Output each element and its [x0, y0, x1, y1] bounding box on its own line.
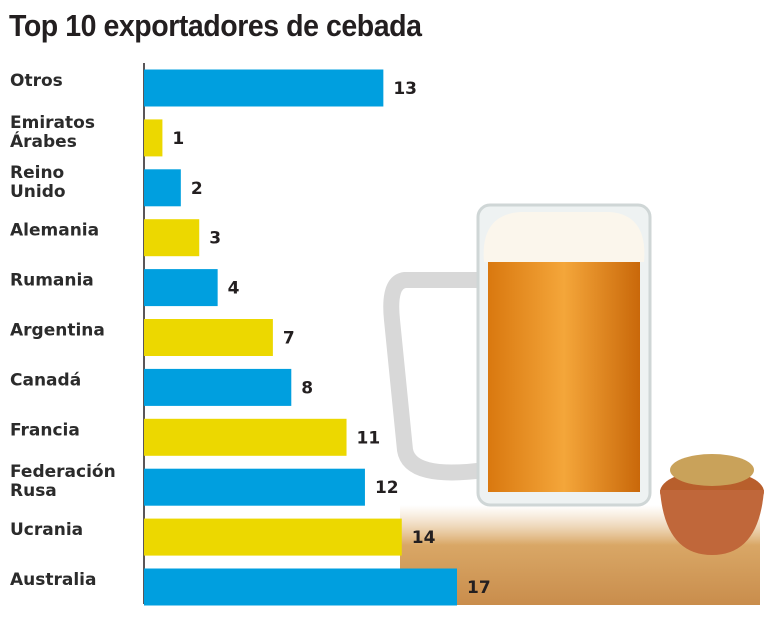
beer-foam [483, 212, 645, 262]
bar [144, 119, 163, 157]
data-label: 2 [191, 179, 203, 199]
bar [144, 518, 402, 556]
chart-title: Top 10 exportadores de cebada [9, 8, 422, 43]
category-label: Francia [10, 420, 80, 440]
bowl-contents [670, 454, 754, 486]
data-label: 12 [375, 478, 399, 498]
data-label: 14 [412, 528, 436, 548]
data-label: 3 [209, 229, 221, 249]
data-label: 8 [301, 378, 313, 398]
category-label: Canadá [10, 370, 81, 390]
bar [144, 418, 347, 456]
data-label: 13 [393, 79, 417, 99]
bar [144, 69, 384, 107]
bowl-body [660, 490, 764, 555]
bar [144, 319, 273, 356]
mug-handle [383, 272, 487, 481]
category-label: Federación Rusa [10, 462, 116, 501]
data-label: 1 [172, 129, 184, 149]
category-label: Rumania [10, 271, 94, 291]
beer [488, 262, 640, 492]
category-label: Alemania [10, 221, 99, 241]
category-label: Reino Unido [10, 163, 66, 202]
category-label: Australia [10, 570, 97, 590]
bar [144, 568, 457, 606]
data-label: 11 [357, 428, 381, 448]
category-label: Ucrania [10, 520, 83, 540]
data-label: 7 [283, 329, 295, 349]
bar [144, 468, 365, 506]
bar [144, 269, 218, 307]
bar [144, 219, 200, 257]
data-label: 17 [467, 578, 491, 598]
data-label: 4 [228, 279, 240, 299]
category-label: Argentina [10, 321, 105, 341]
beer-mug-illustration [383, 203, 764, 605]
category-label: Emiratos Árabes [10, 113, 95, 152]
bar [144, 368, 292, 406]
category-label: Otros [10, 71, 63, 91]
bar [144, 169, 181, 207]
